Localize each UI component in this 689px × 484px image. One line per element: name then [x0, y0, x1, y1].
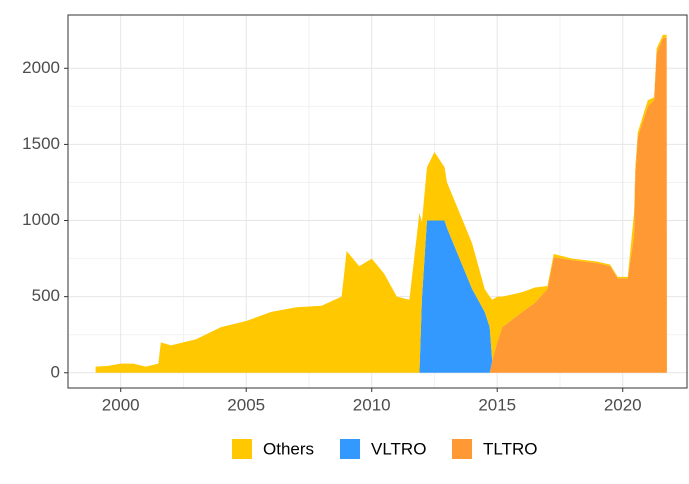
- x-tick-label: 2000: [102, 395, 140, 414]
- x-tick-label: 2010: [353, 395, 391, 414]
- legend-swatch: [232, 439, 252, 459]
- area: [95, 34, 667, 373]
- y-tick-label: 0: [51, 362, 60, 381]
- legend-label: Others: [263, 439, 314, 458]
- legend-swatch: [452, 439, 472, 459]
- x-tick-label: 2005: [227, 395, 265, 414]
- y-tick-label: 2000: [22, 58, 60, 77]
- legend-label: TLTRO: [483, 439, 537, 458]
- legend-swatch: [340, 439, 360, 459]
- x-tick-label: 2020: [604, 395, 642, 414]
- y-tick-label: 1000: [22, 210, 60, 229]
- legend-label: VLTRO: [371, 439, 426, 458]
- plot-border: [67, 14, 688, 389]
- area: [95, 37, 667, 373]
- y-tick-label: 1500: [22, 134, 60, 153]
- y-tick-label: 500: [32, 286, 60, 305]
- x-tick-label: 2015: [478, 395, 516, 414]
